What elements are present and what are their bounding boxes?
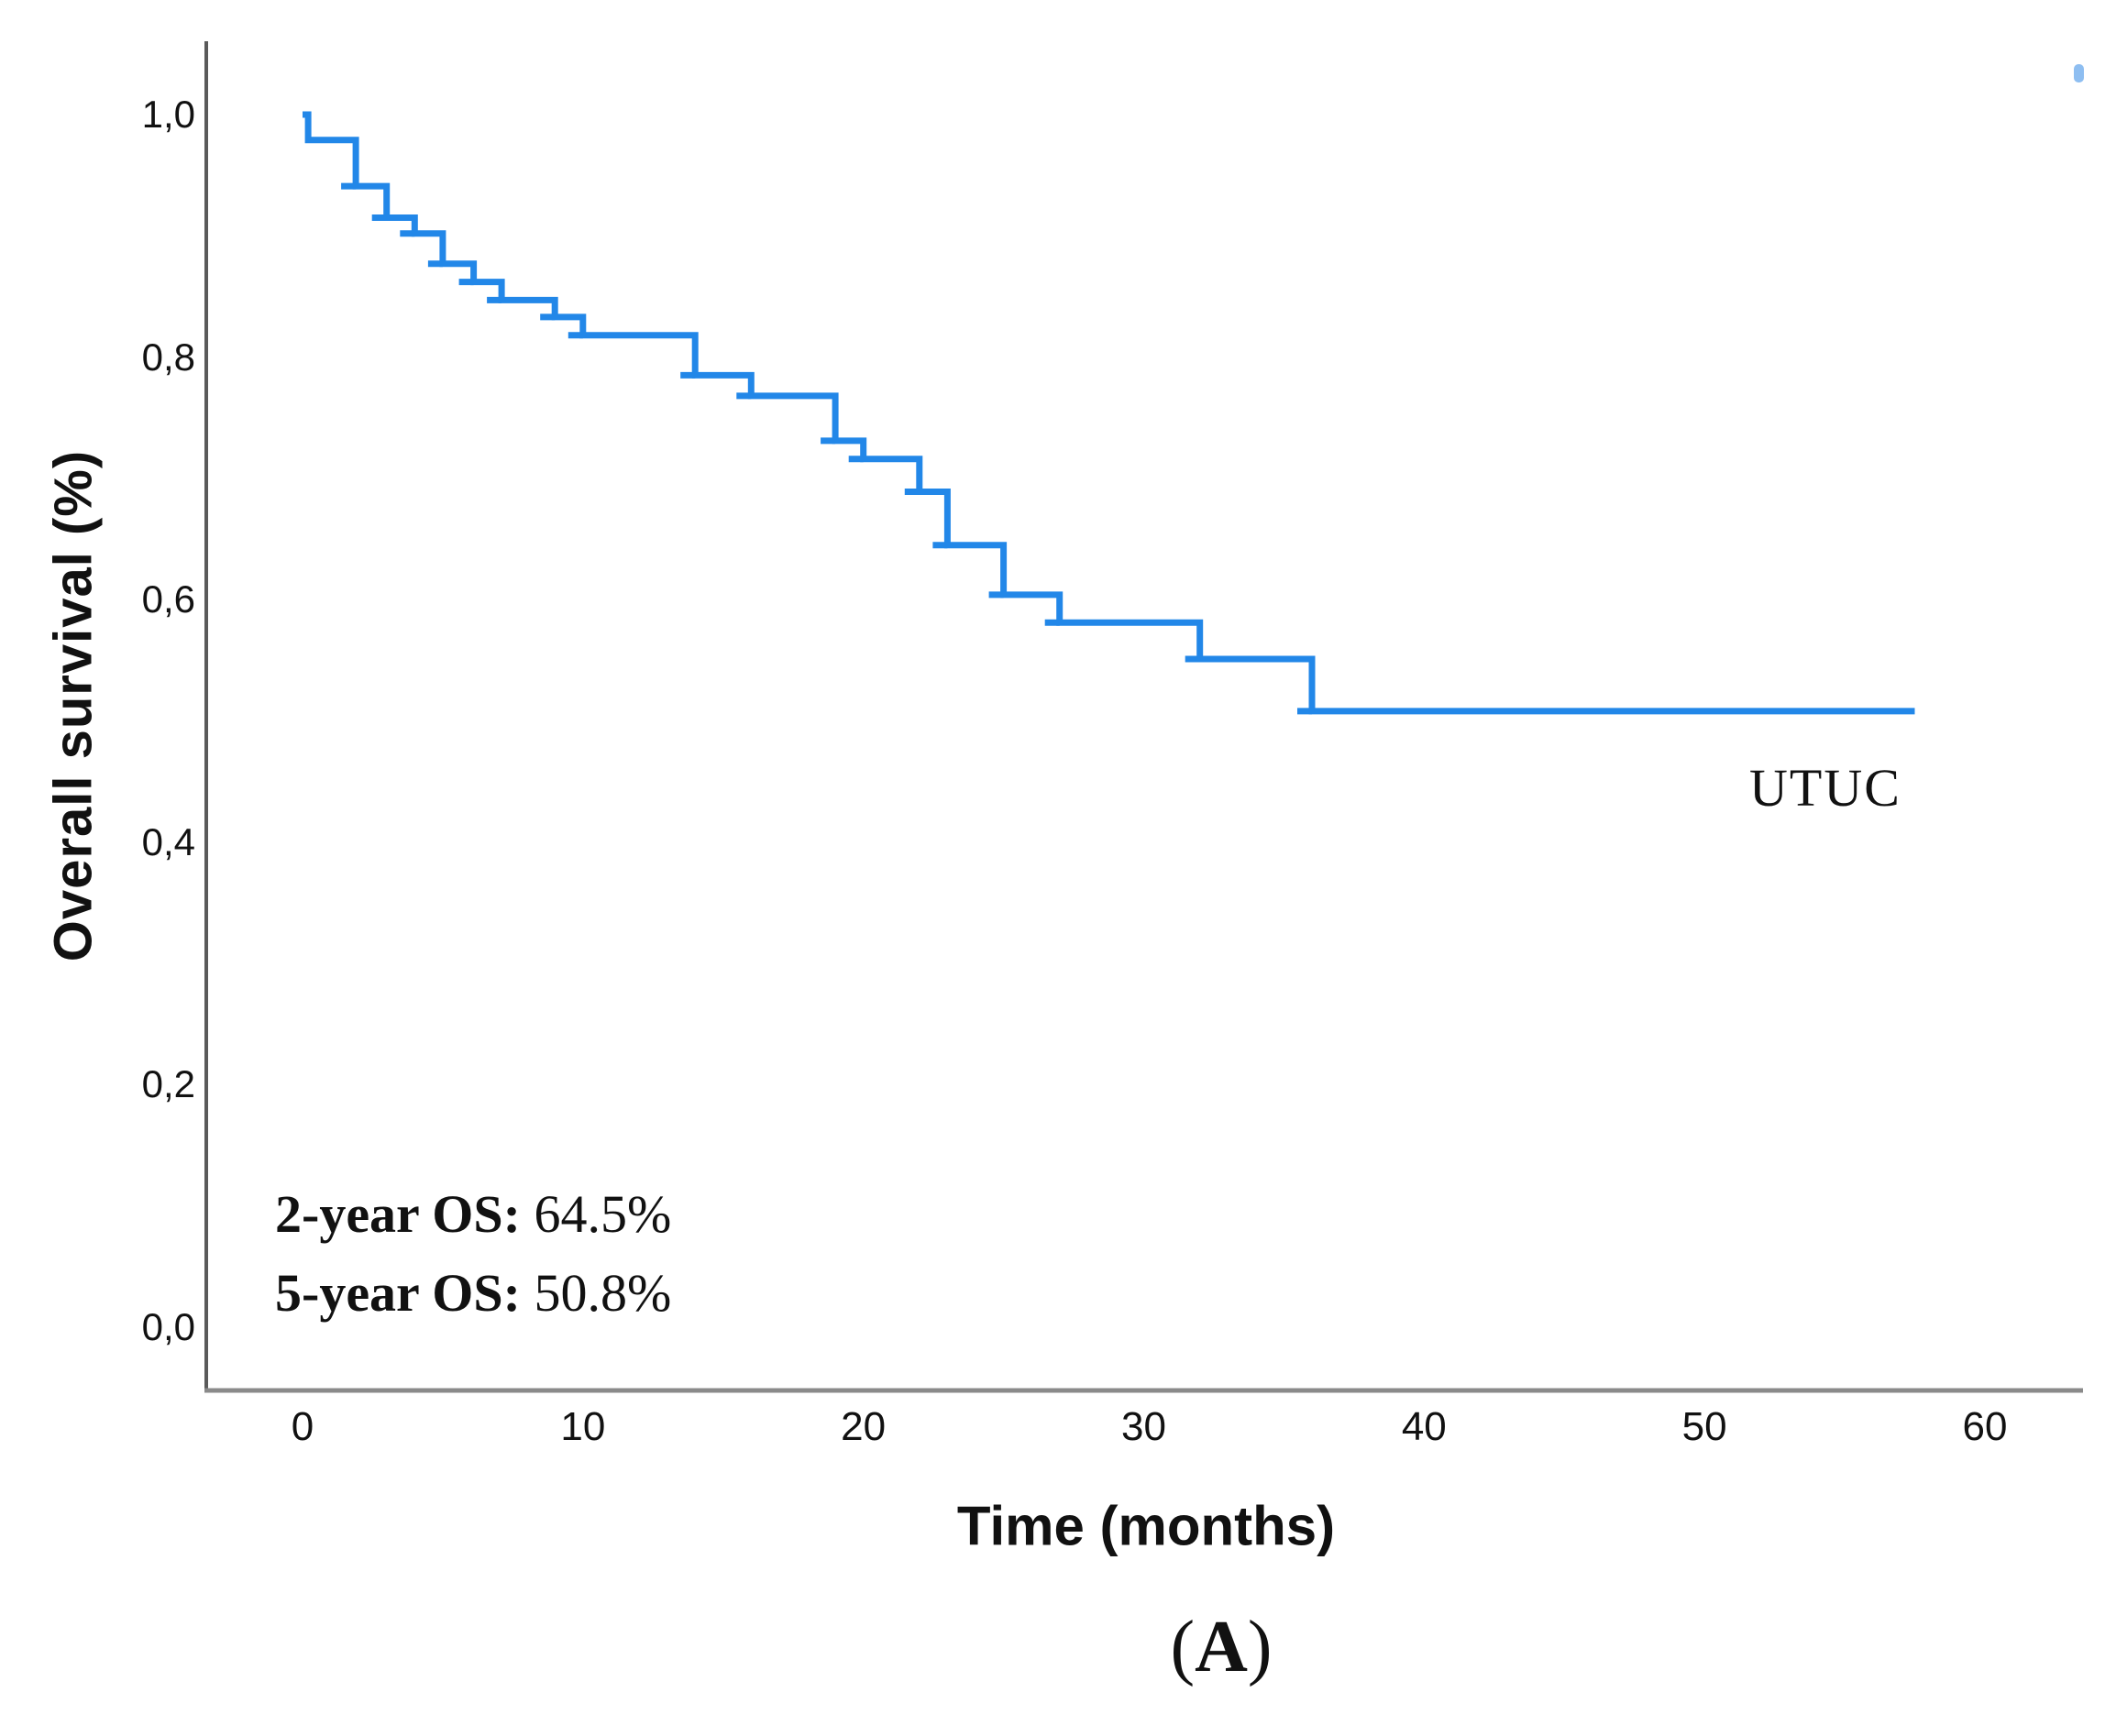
y-tick-label: 0,4 xyxy=(141,819,195,863)
y-tick-label: 0,2 xyxy=(141,1062,195,1106)
os-annotation: 2-year OS: 64.5% 5-year OS: 50.8% xyxy=(275,1175,671,1333)
panel-label: (A) xyxy=(1170,1606,1272,1689)
x-axis-title: Time (months) xyxy=(956,1495,1336,1557)
x-tick-label: 0 xyxy=(291,1404,314,1449)
y-axis-title: Overall survival (%) xyxy=(43,449,104,962)
survival-curve-utuc xyxy=(303,111,1915,715)
os-line-5year-value: 50.8% xyxy=(534,1263,672,1323)
os-line-2year-label: 2-year OS: xyxy=(275,1184,521,1244)
os-line-2year-value: 64.5% xyxy=(534,1184,672,1244)
x-tick-label: 50 xyxy=(1681,1404,1727,1449)
panel-letter: A xyxy=(1195,1607,1248,1687)
censor-tick-overhangs xyxy=(341,182,1312,715)
x-tick-label: 60 xyxy=(1962,1404,2008,1449)
x-tick-label: 10 xyxy=(560,1404,606,1449)
x-tick-label: 40 xyxy=(1401,1404,1447,1449)
x-tick-label: 30 xyxy=(1121,1404,1166,1449)
panel-close-paren: ) xyxy=(1247,1607,1273,1687)
y-tick-label: 0,6 xyxy=(141,577,195,621)
y-tick-label: 0,0 xyxy=(141,1305,195,1348)
os-line-5year-label: 5-year OS: xyxy=(275,1263,521,1323)
panel-open-paren: ( xyxy=(1170,1607,1196,1687)
blue-artifact-mark xyxy=(2074,64,2084,82)
curve-label-utuc: UTUC xyxy=(1749,758,1901,818)
x-tick-label: 20 xyxy=(841,1404,887,1449)
os-line-5year: 5-year OS: 50.8% xyxy=(275,1254,671,1333)
y-tick-label: 1,0 xyxy=(141,93,195,136)
y-tick-label: 0,8 xyxy=(141,335,195,379)
os-line-2year: 2-year OS: 64.5% xyxy=(275,1175,671,1254)
